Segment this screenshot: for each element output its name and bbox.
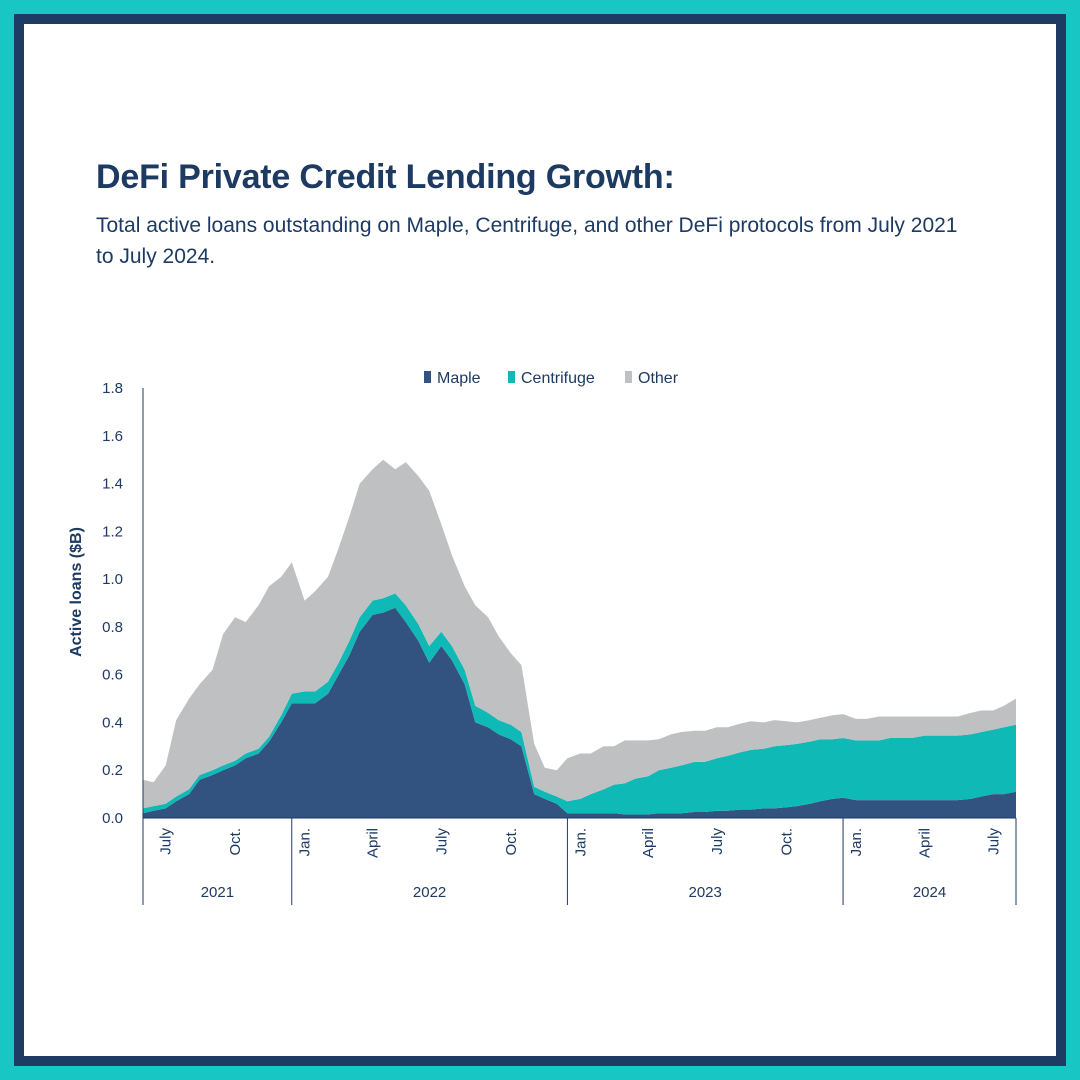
page-subtitle: Total active loans outstanding on Maple,… xyxy=(96,214,958,268)
x-tick-label: Oct. xyxy=(227,828,244,856)
year-label: 2023 xyxy=(689,884,722,901)
x-tick-label: July xyxy=(433,828,450,855)
x-tick-label: Jan. xyxy=(572,828,589,856)
x-tick-label: Oct. xyxy=(778,828,795,856)
y-tick-label: 1.0 xyxy=(102,571,123,588)
x-tick-label: July xyxy=(158,828,175,855)
year-label: 2022 xyxy=(413,884,446,901)
y-tick-label: 0.6 xyxy=(102,667,123,684)
y-tick-label: 0.2 xyxy=(102,762,123,779)
y-tick-label: 0.4 xyxy=(102,714,123,731)
area-maple xyxy=(143,607,1016,818)
y-tick-label: 0.0 xyxy=(102,810,123,827)
y-axis-label: Active loans ($B) xyxy=(68,527,85,657)
x-tick-label: April xyxy=(640,828,657,858)
year-label: 2024 xyxy=(913,884,946,901)
x-tick-label: Jan. xyxy=(297,828,314,856)
x-tick-label: Jan. xyxy=(848,828,865,856)
y-tick-label: 1.8 xyxy=(102,380,123,397)
y-tick-label: 1.2 xyxy=(102,523,123,540)
x-tick-label: April xyxy=(365,828,382,858)
y-axis: 0.0 0.2 0.4 0.6 0.8 1.0 1.2 1.4 1.6 1.8 xyxy=(102,380,144,827)
page-title: DeFi Private Credit Lending Growth: xyxy=(96,158,675,196)
legend-label-maple: Maple xyxy=(437,370,481,387)
area-other xyxy=(143,459,1016,809)
x-tick-label: Oct. xyxy=(503,828,520,856)
y-tick-label: 1.4 xyxy=(102,476,123,493)
x-tick-label: July xyxy=(709,828,726,855)
series-areas xyxy=(143,459,1016,818)
legend-label-centrifuge: Centrifuge xyxy=(521,370,595,387)
legend-label-other: Other xyxy=(638,370,679,387)
x-tick-label: April xyxy=(917,828,934,858)
legend-swatch-other xyxy=(625,371,632,383)
chart-card xyxy=(24,24,1056,1056)
legend-swatch-maple xyxy=(424,371,431,383)
x-axis: July Oct. Jan. April July Oct. Jan. April July Oc… xyxy=(142,817,1017,905)
y-tick-label: 0.8 xyxy=(102,619,123,636)
year-label: 2021 xyxy=(201,884,234,901)
legend-swatch-centrifuge xyxy=(508,371,515,383)
x-tick-label: July xyxy=(985,828,1002,855)
area-centrifuge xyxy=(143,593,1016,815)
y-tick-label: 1.6 xyxy=(102,428,123,445)
legend: Maple Centrifuge Other xyxy=(424,370,679,387)
